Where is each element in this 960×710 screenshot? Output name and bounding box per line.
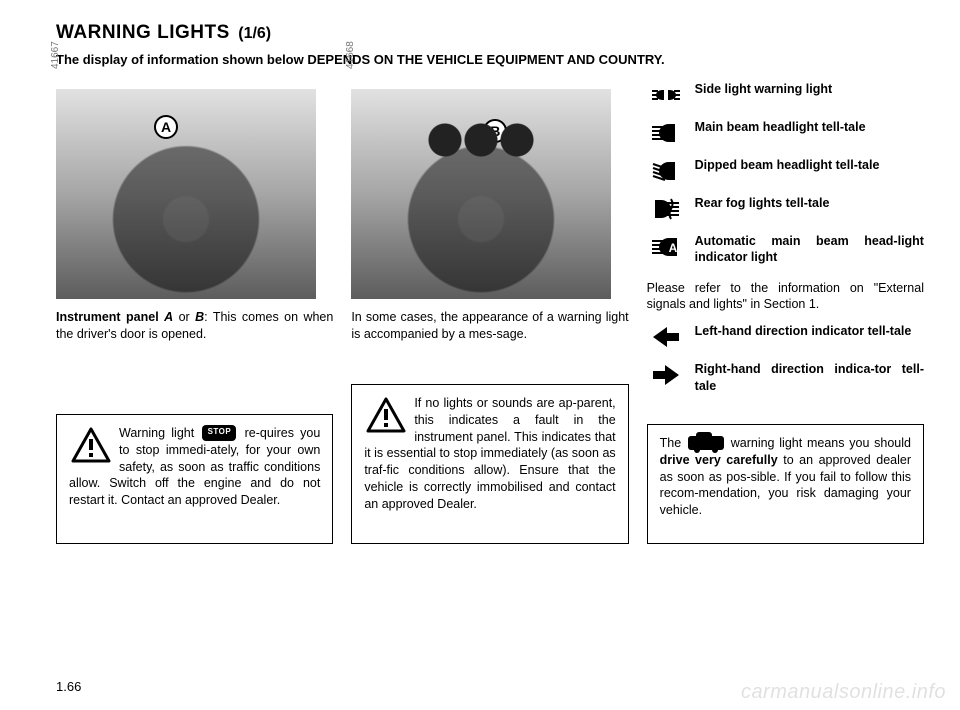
page-title-line: WARNING LIGHTS (1/6) xyxy=(56,22,924,44)
photo-a-wrap: 41667 A xyxy=(56,89,316,299)
dipbeam-label: Dipped beam headlight tell-tale xyxy=(695,157,880,173)
column-right: Side light warning light Main beam headl… xyxy=(647,81,924,544)
caption-a-b2: B xyxy=(195,310,204,324)
caption-b: In some cases, the appearance of a warni… xyxy=(351,309,628,343)
column-middle: 41668 B In some cases, the appearance of… xyxy=(351,81,628,544)
mainbeam-label: Main beam headlight tell-tale xyxy=(695,119,866,135)
warning-box-fault: If no lights or sounds are ap-parent, th… xyxy=(351,384,628,544)
page-number: 1.66 xyxy=(56,679,81,694)
warn-careful-bold: drive very carefully xyxy=(660,453,778,467)
stop-icon xyxy=(202,425,236,441)
arrow-right-label: Right-hand direction indica-tor tell-tal… xyxy=(695,361,924,394)
page-title-part: (1/6) xyxy=(238,25,271,42)
warn-stop-pre: Warning light xyxy=(119,426,200,440)
rearfog-icon xyxy=(647,195,685,223)
photo-b: B xyxy=(351,89,611,299)
arrow-left-label: Left-hand direction indicator tell-tale xyxy=(695,323,912,339)
svg-text:A: A xyxy=(668,241,677,255)
rearfog-label: Rear fog lights tell-tale xyxy=(695,195,830,211)
warning-box-careful: The warning light means you should drive… xyxy=(647,424,924,544)
row-arrow-left: Left-hand direction indicator tell-tale xyxy=(647,323,924,351)
page-title: WARNING LIGHTS xyxy=(56,22,230,43)
autobeam-icon: A xyxy=(647,233,685,261)
warn-careful-mid: warning light means you should xyxy=(726,436,911,450)
page-subtitle: The display of information shown below D… xyxy=(56,52,924,67)
dipbeam-icon xyxy=(647,157,685,185)
caption-a-prefix: Instrument panel xyxy=(56,310,164,324)
warning-triangle-icon xyxy=(364,395,408,435)
sidelight-icon xyxy=(647,81,685,109)
row-arrow-right: Right-hand direction indica-tor tell-tal… xyxy=(647,361,924,394)
row-sidelight: Side light warning light xyxy=(647,81,924,109)
warn-careful-pre: The xyxy=(660,436,686,450)
autobeam-label: Automatic main beam head-light indicator… xyxy=(695,233,924,266)
caption-a-b1: A xyxy=(164,310,173,324)
column-left: 41667 A Instrument panel A or B: This co… xyxy=(56,81,333,544)
watermark: carmanualsonline.info xyxy=(741,681,946,704)
arrow-right-icon xyxy=(647,361,685,389)
row-mainbeam: Main beam headlight tell-tale xyxy=(647,119,924,147)
badge-b: B xyxy=(483,119,507,143)
row-rearfog: Rear fog lights tell-tale xyxy=(647,195,924,223)
caption-a-mid: or xyxy=(173,310,195,324)
photo-a: A xyxy=(56,89,316,299)
photo-b-id: 41668 xyxy=(345,41,356,69)
photo-a-id: 41667 xyxy=(50,41,61,69)
badge-a: A xyxy=(154,115,178,139)
car-icon xyxy=(688,436,724,450)
sidelight-label: Side light warning light xyxy=(695,81,833,97)
row-dipbeam: Dipped beam headlight tell-tale xyxy=(647,157,924,185)
warning-box-stop: Warning light re-quires you to stop imme… xyxy=(56,414,333,544)
mainbeam-icon xyxy=(647,119,685,147)
caption-a: Instrument panel A or B: This comes on w… xyxy=(56,309,333,343)
row-autobeam: A Automatic main beam head-light indicat… xyxy=(647,233,924,266)
refer-para: Please refer to the information on "Exte… xyxy=(647,280,924,314)
arrow-left-icon xyxy=(647,323,685,351)
photo-b-wrap: 41668 B xyxy=(351,89,611,299)
warning-triangle-icon xyxy=(69,425,113,465)
